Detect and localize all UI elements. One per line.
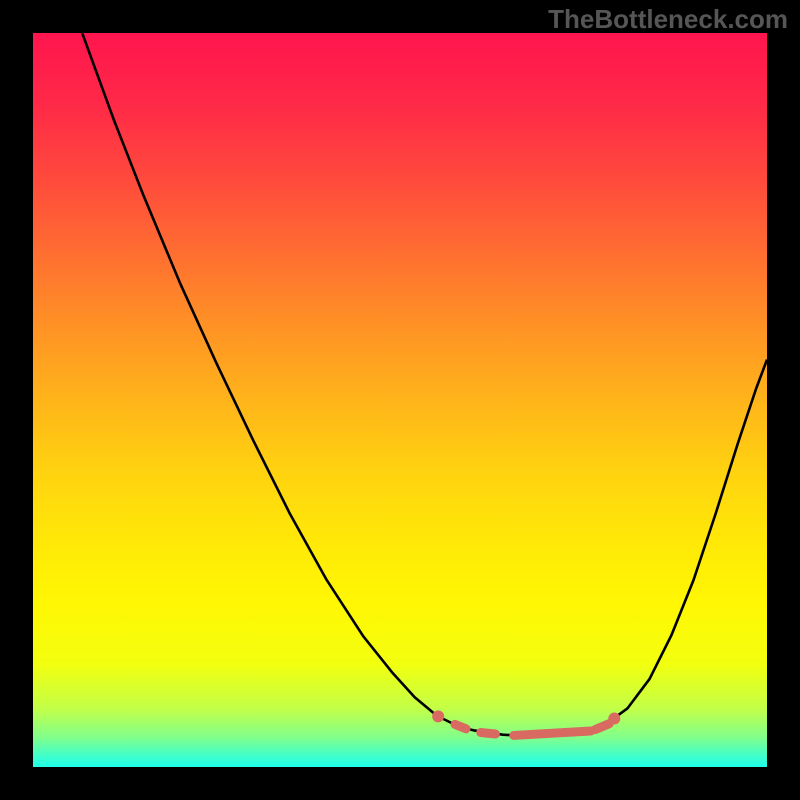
marker-dash bbox=[455, 724, 466, 728]
marker-dot bbox=[432, 710, 444, 722]
marker-dash bbox=[595, 724, 609, 730]
chart-svg bbox=[0, 0, 800, 800]
watermark-text: TheBottleneck.com bbox=[548, 4, 788, 35]
marker-dash bbox=[514, 731, 591, 735]
marker-dot bbox=[608, 713, 620, 725]
gradient-background bbox=[33, 33, 767, 767]
marker-dash bbox=[481, 733, 496, 734]
